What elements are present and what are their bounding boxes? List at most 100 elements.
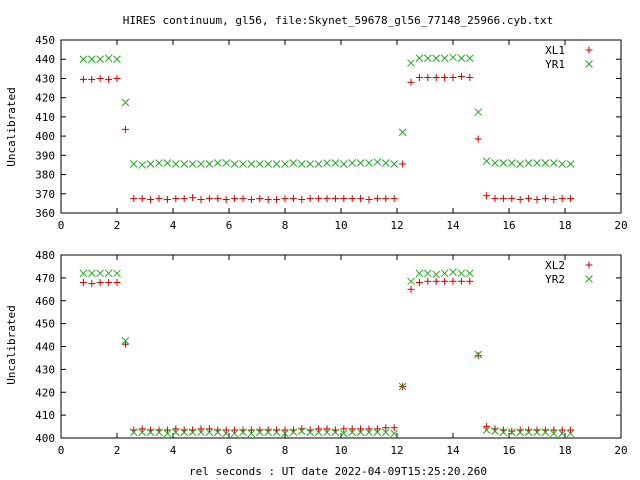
data-point-yr2 — [323, 428, 331, 437]
y-tick-label: 450 — [35, 34, 55, 47]
y-tick-label: 420 — [35, 386, 55, 399]
data-point-yr1 — [541, 159, 550, 167]
data-point-yr2-d2 — [432, 270, 441, 279]
data-point-xl1 — [163, 196, 171, 204]
x-tick-label: 0 — [58, 444, 65, 457]
data-point-yr2 — [146, 428, 155, 437]
data-point-xl2 — [382, 424, 390, 432]
data-point-yr2-d2 — [331, 428, 340, 437]
data-point-yr1-d2 — [423, 54, 432, 63]
data-point-xl2 — [373, 425, 381, 433]
data-point-yr1 — [155, 159, 163, 167]
data-point-yr2 — [138, 428, 147, 437]
data-point-yr2 — [188, 428, 197, 437]
data-point-yr2 — [239, 428, 247, 437]
data-point-yr2-d2 — [449, 268, 457, 277]
data-point-yr1-d2 — [440, 54, 449, 63]
data-point-yr2 — [457, 269, 466, 278]
data-point-yr1 — [474, 108, 483, 116]
data-point-yr1-d2 — [432, 54, 441, 63]
data-point-yr2-d2 — [230, 429, 239, 438]
data-point-yr2-d2 — [423, 269, 432, 278]
data-point-yr2-d2 — [121, 336, 130, 345]
data-point-yr1 — [272, 160, 281, 168]
data-point-xl2 — [88, 280, 96, 288]
data-point-yr1 — [566, 160, 575, 168]
data-point-xl1 — [256, 195, 264, 203]
data-point-xl2 — [550, 426, 558, 434]
data-point-yr1-d2 — [541, 159, 550, 167]
data-point-xl1 — [222, 196, 230, 204]
data-point-yr1-d2 — [331, 159, 340, 167]
data-point-yr2 — [373, 428, 382, 437]
data-point-yr1 — [306, 160, 315, 168]
data-point-yr2 — [79, 269, 88, 278]
data-point-yr1 — [465, 54, 474, 63]
data-point-yr1 — [163, 159, 172, 167]
legend-marker-yr1 — [585, 60, 593, 68]
data-point-xl1 — [88, 75, 96, 83]
x-tick-label: 4 — [170, 444, 177, 457]
data-point-yr2 — [314, 428, 323, 437]
data-point-yr1-d2 — [79, 55, 88, 64]
data-point-yr1-d2 — [188, 160, 197, 168]
data-point-yr1-d2 — [348, 159, 357, 167]
y-tick-label: 400 — [35, 130, 55, 143]
data-point-yr1 — [365, 159, 373, 167]
data-point-yr2 — [155, 428, 163, 437]
data-point-yr1-d2 — [255, 160, 264, 168]
data-point-yr1 — [96, 55, 105, 64]
data-point-yr1-d2 — [415, 54, 424, 63]
series-yr2 — [79, 268, 575, 438]
data-point-yr2 — [96, 269, 105, 278]
data-point-xl1 — [231, 195, 239, 203]
y-tick-label: 440 — [35, 341, 55, 354]
data-point-yr1 — [491, 159, 499, 167]
data-point-yr2-d2 — [171, 428, 180, 437]
data-point-yr2 — [541, 428, 550, 437]
data-point-yr2-d2 — [398, 382, 407, 391]
x-tick-label: 10 — [334, 444, 347, 457]
data-point-yr2 — [255, 428, 264, 437]
data-point-yr1-d2 — [163, 159, 172, 167]
data-point-yr1-d2 — [457, 54, 466, 63]
data-point-yr1-d2 — [129, 160, 138, 168]
data-point-xl2 — [508, 427, 516, 435]
data-point-yr1-d2 — [104, 54, 113, 63]
data-point-yr1-d2 — [171, 160, 180, 168]
y-tick-label: 450 — [35, 318, 55, 331]
data-point-xl2 — [172, 425, 180, 433]
data-point-yr2 — [87, 269, 96, 278]
data-point-xl2 — [483, 423, 491, 431]
x-tick-label: 14 — [446, 444, 460, 457]
data-point-yr2-d2 — [566, 429, 575, 438]
data-point-yr2-d2 — [339, 429, 348, 438]
data-point-yr2-d2 — [373, 428, 382, 437]
data-point-xl1 — [516, 196, 524, 204]
data-point-yr1 — [129, 160, 138, 168]
top-panel-ylabel: Uncalibrated — [5, 87, 18, 166]
data-point-xl1 — [373, 195, 381, 203]
data-point-yr1 — [79, 55, 88, 64]
data-point-yr1 — [449, 53, 457, 62]
data-point-xl1 — [567, 195, 575, 203]
data-point-yr1-d2 — [264, 160, 273, 168]
data-point-yr1 — [138, 161, 147, 169]
data-point-yr1-d2 — [96, 55, 105, 64]
data-point-xl2 — [466, 277, 474, 285]
data-point-xl2 — [357, 425, 365, 433]
data-point-yr2-d2 — [482, 426, 491, 434]
data-point-yr2-d2 — [533, 428, 541, 437]
data-point-yr2 — [297, 427, 306, 435]
data-point-yr2-d2 — [297, 427, 306, 435]
x-tick-label: 12 — [390, 219, 403, 232]
data-point-xl1 — [247, 196, 255, 204]
data-point-xl1 — [466, 73, 474, 81]
data-point-yr1-d2 — [365, 159, 373, 167]
y-tick-label: 440 — [35, 53, 55, 66]
data-point-yr1 — [264, 160, 273, 168]
data-point-yr2 — [163, 429, 172, 438]
data-point-xl2 — [315, 425, 323, 433]
data-point-xl1 — [508, 195, 516, 203]
y-tick-label: 470 — [35, 272, 55, 285]
